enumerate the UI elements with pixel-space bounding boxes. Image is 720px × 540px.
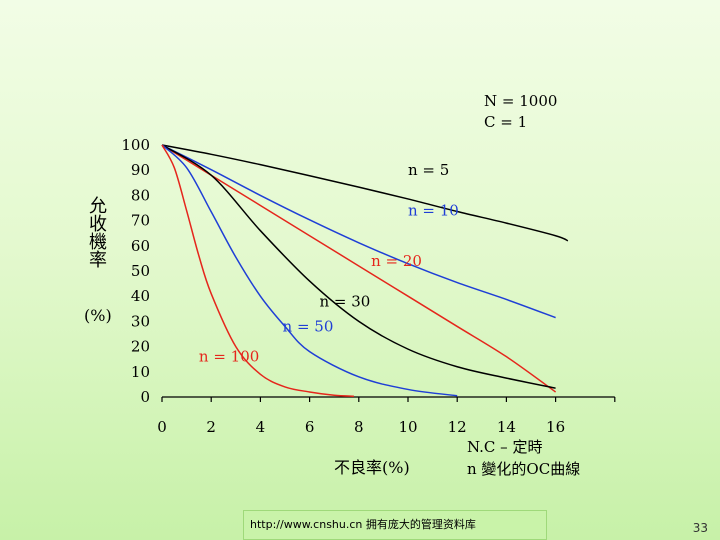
x-axis-label: 不良率(%) [334, 458, 410, 477]
param-c: C = 1 [484, 113, 528, 131]
y-tick-label: 70 [131, 212, 150, 230]
y-tick-label: 80 [131, 186, 150, 204]
curve-label: n = 10 [408, 202, 459, 220]
series-line [161, 144, 557, 393]
axes: 0 10 20 30 40 50 60 70 80 90 100 0 2 4 6 8 10 12 14 16 [121, 136, 616, 436]
y-tick-label: 90 [131, 161, 150, 179]
curve-label: n = 50 [283, 317, 334, 335]
series-line [161, 144, 458, 397]
x-tick-label: 16 [546, 418, 565, 436]
y-tick-label: 50 [131, 262, 150, 280]
y-tick-label: 20 [131, 338, 150, 356]
y-axis-label: 允收機率 [86, 196, 107, 268]
series-line [161, 144, 569, 242]
series-line [161, 144, 556, 319]
y-tick-label: 10 [131, 363, 150, 381]
chart-caption: N.C – 定時 n 變化的OC曲線 [467, 436, 580, 480]
y-tick-label: 60 [131, 237, 150, 255]
x-tick-label: 10 [398, 418, 417, 436]
x-tick-label: 12 [448, 418, 467, 436]
series-line [161, 144, 556, 389]
caption-line-1: N.C – 定時 [467, 438, 543, 456]
y-tick-label: 100 [121, 136, 150, 154]
x-tick-label: 6 [305, 418, 315, 436]
caption-line-2: n 變化的OC曲線 [467, 460, 581, 478]
x-tick-label: 0 [157, 418, 167, 436]
curve-labels: n = 5 n = 10 n = 20 n = 30 n = 50 n = 100 [199, 161, 459, 365]
series-line [161, 144, 354, 397]
curve-label: n = 20 [371, 252, 422, 270]
y-tick-label: 40 [131, 287, 150, 305]
y-tick-label: 0 [140, 388, 150, 406]
chart-parameters: N = 1000 C = 1 [484, 91, 557, 133]
series-lines [161, 144, 569, 397]
y-tick-label: 30 [131, 312, 150, 330]
param-n: N = 1000 [484, 92, 558, 110]
x-tick-label: 2 [206, 418, 216, 436]
x-tick-label: 14 [497, 418, 516, 436]
y-axis-unit: (%) [84, 306, 112, 325]
x-tick-label: 8 [354, 418, 364, 436]
x-tick-label: 4 [256, 418, 266, 436]
curve-label: n = 30 [319, 292, 370, 310]
curve-label: n = 100 [199, 348, 259, 366]
page-number: 33 [692, 521, 708, 535]
footer-banner: http://www.cnshu.cn 拥有庞大的管理资料库 [243, 510, 547, 540]
curve-label: n = 5 [408, 161, 449, 179]
